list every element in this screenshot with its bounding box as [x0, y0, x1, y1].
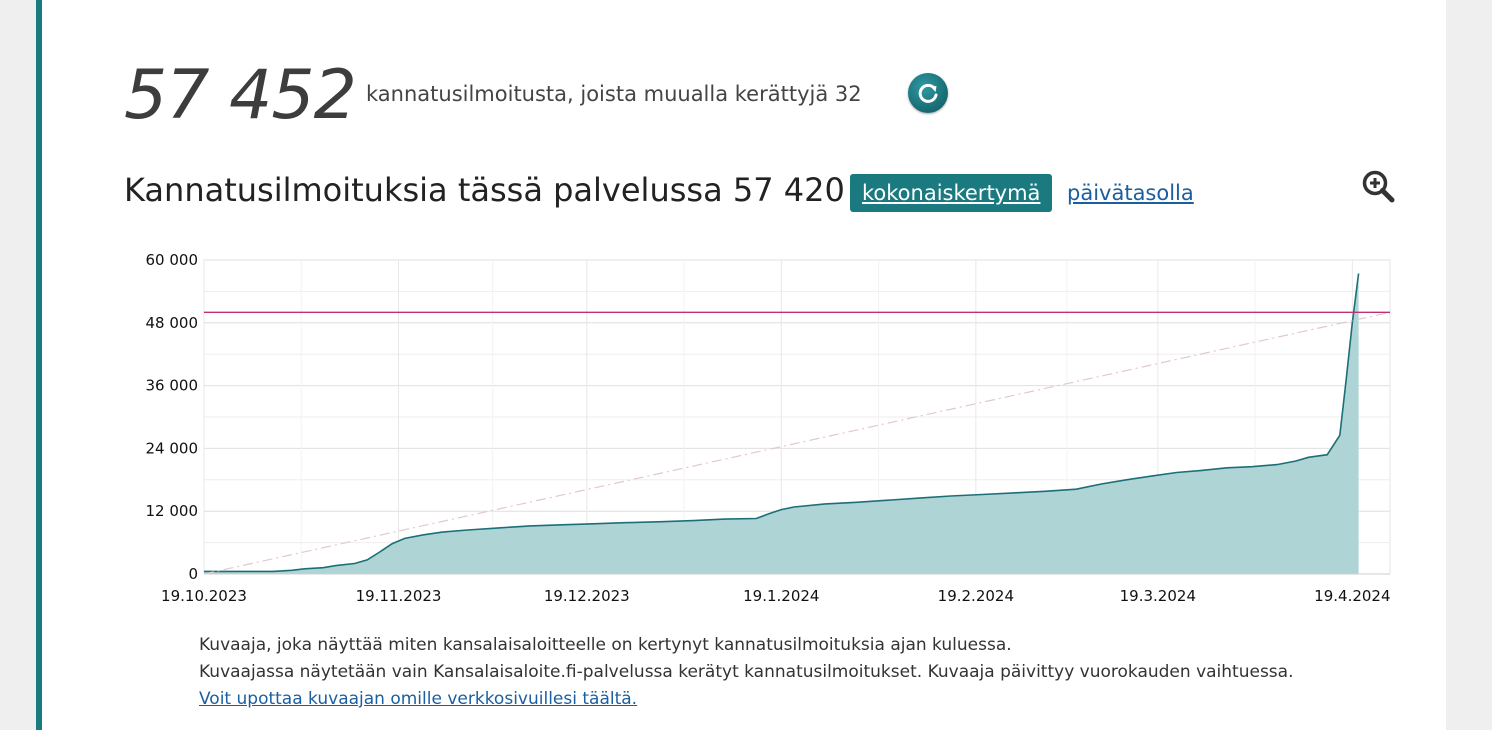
- series-area: [204, 273, 1359, 574]
- x-tick-label: 19.11.2023: [356, 587, 442, 605]
- embed-link[interactable]: Voit upottaa kuvaajan omille verkkosivui…: [199, 689, 638, 709]
- tab-daily[interactable]: päivätasolla: [1067, 181, 1194, 205]
- y-tick-label: 24 000: [146, 439, 199, 457]
- x-tick-label: 19.12.2023: [544, 587, 630, 605]
- total-description: kannatusilmoitusta, joista muualla kerät…: [366, 82, 862, 106]
- refresh-button[interactable]: [908, 73, 948, 113]
- x-tick-label: 19.3.2024: [1120, 587, 1196, 605]
- y-tick-label: 12 000: [146, 502, 199, 520]
- y-tick-label: 48 000: [146, 314, 199, 332]
- y-tick-label: 0: [188, 565, 198, 583]
- caption-line-1: Kuvaaja, joka näyttää miten kansalaisalo…: [199, 635, 1012, 655]
- caption-line-2: Kuvaajassa näytetään vain Kansalaisaloit…: [199, 662, 1294, 682]
- series-line: [204, 273, 1360, 573]
- trend-line: [203, 311, 1391, 575]
- zoom-in-icon: [1362, 170, 1395, 203]
- tab-cumulative[interactable]: kokonaiskertymä: [850, 174, 1053, 212]
- y-tick-label: 36 000: [146, 377, 199, 395]
- section-title: Kannatusilmoituksia tässä palvelussa 57 …: [124, 171, 845, 209]
- y-tick-label: 60 000: [146, 251, 199, 269]
- zoom-button[interactable]: [1360, 168, 1396, 204]
- refresh-icon: [918, 83, 938, 103]
- x-tick-label: 19.10.2023: [161, 587, 247, 605]
- x-tick-label: 19.2.2024: [938, 587, 1014, 605]
- x-tick-label: 19.1.2024: [743, 587, 819, 605]
- chart-caption: Kuvaaja, joka näyttää miten kansalaisalo…: [199, 632, 1293, 713]
- cumulative-chart: 0 12 000 24 000 36 000 48 000 60 000 19.10.202…: [146, 251, 1391, 605]
- x-tick-label: 19.4.2024: [1314, 587, 1390, 605]
- total-count: 57 452: [124, 56, 357, 135]
- accent-bar: [36, 0, 42, 730]
